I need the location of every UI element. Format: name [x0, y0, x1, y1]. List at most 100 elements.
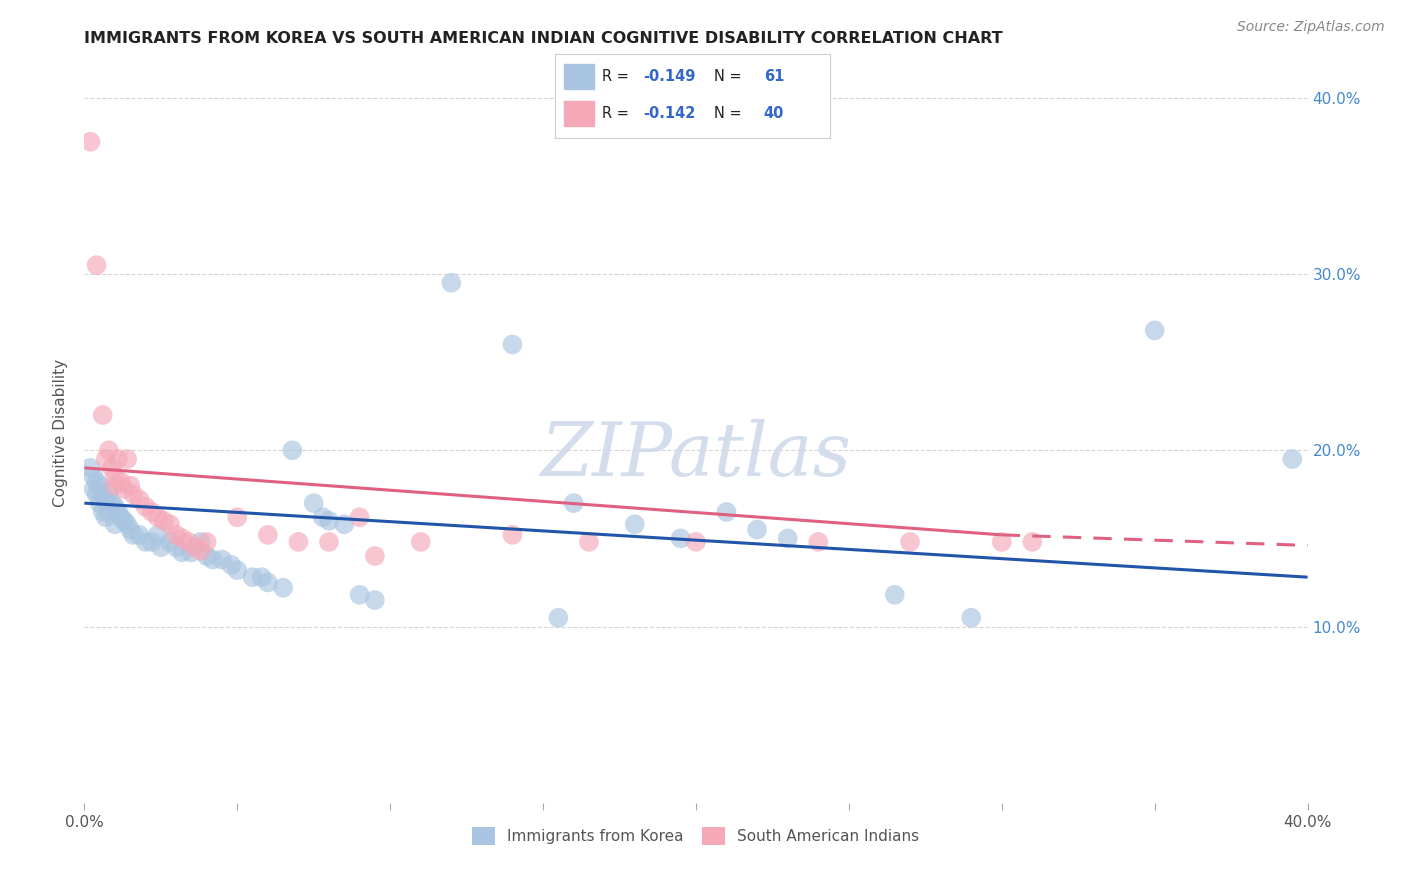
- Point: [79, 461, 101, 475]
- Point: [115, 517, 138, 532]
- Point: [226, 510, 249, 524]
- Point: [195, 549, 218, 563]
- Point: [86, 487, 108, 501]
- Point: [287, 535, 309, 549]
- Point: [91, 505, 114, 519]
- Point: [128, 492, 150, 507]
- Point: [97, 505, 120, 519]
- Point: [219, 558, 242, 572]
- Text: ZIPatlas: ZIPatlas: [540, 418, 852, 491]
- Point: [159, 535, 181, 549]
- Point: [281, 443, 304, 458]
- Point: [94, 452, 117, 467]
- Point: [349, 510, 371, 524]
- Point: [547, 610, 569, 624]
- Point: [257, 575, 280, 590]
- Point: [883, 588, 905, 602]
- Point: [624, 517, 647, 532]
- Point: [153, 514, 176, 528]
- Point: [201, 552, 224, 566]
- Point: [271, 581, 294, 595]
- Point: [685, 535, 707, 549]
- Point: [104, 478, 127, 492]
- Text: Source: ZipAtlas.com: Source: ZipAtlas.com: [1237, 20, 1385, 34]
- Point: [120, 523, 142, 537]
- Text: R =: R =: [602, 106, 634, 121]
- Point: [242, 570, 264, 584]
- Point: [135, 535, 157, 549]
- Point: [104, 500, 127, 514]
- Point: [89, 496, 111, 510]
- Point: [128, 528, 150, 542]
- Point: [91, 408, 114, 422]
- Point: [716, 505, 738, 519]
- Text: R =: R =: [602, 69, 634, 84]
- Point: [97, 443, 120, 458]
- Point: [79, 135, 101, 149]
- Text: -0.149: -0.149: [643, 69, 696, 84]
- Point: [747, 523, 769, 537]
- Point: [120, 478, 142, 492]
- Point: [364, 549, 387, 563]
- Point: [83, 482, 105, 496]
- Point: [440, 276, 463, 290]
- Point: [190, 543, 212, 558]
- Point: [110, 510, 132, 524]
- Point: [333, 517, 356, 532]
- Text: N =: N =: [714, 69, 747, 84]
- Point: [318, 514, 340, 528]
- Point: [101, 496, 124, 510]
- Point: [364, 593, 387, 607]
- Point: [94, 492, 117, 507]
- Point: [165, 528, 187, 542]
- Point: [318, 535, 340, 549]
- Point: [1281, 452, 1303, 467]
- Point: [502, 337, 524, 351]
- Point: [257, 528, 280, 542]
- Point: [141, 505, 163, 519]
- Point: [776, 532, 799, 546]
- Point: [112, 482, 135, 496]
- Point: [669, 532, 692, 546]
- Text: IMMIGRANTS FROM KOREA VS SOUTH AMERICAN INDIAN COGNITIVE DISABILITY CORRELATION : IMMIGRANTS FROM KOREA VS SOUTH AMERICAN …: [84, 31, 1002, 46]
- Point: [101, 461, 124, 475]
- Point: [104, 517, 127, 532]
- Point: [502, 528, 524, 542]
- Point: [107, 452, 129, 467]
- Point: [991, 535, 1014, 549]
- FancyBboxPatch shape: [564, 63, 593, 89]
- Point: [86, 475, 108, 489]
- Point: [146, 510, 169, 524]
- Point: [104, 469, 127, 483]
- Text: 61: 61: [763, 69, 785, 84]
- Point: [312, 510, 335, 524]
- Point: [578, 535, 600, 549]
- Point: [159, 517, 181, 532]
- Text: 40: 40: [763, 106, 785, 121]
- Point: [86, 258, 108, 272]
- Point: [83, 469, 105, 483]
- Point: [110, 475, 132, 489]
- Point: [226, 563, 249, 577]
- Point: [177, 535, 200, 549]
- Point: [195, 535, 218, 549]
- Point: [97, 485, 120, 500]
- Point: [122, 528, 145, 542]
- Point: [562, 496, 585, 510]
- Point: [89, 478, 111, 492]
- Point: [91, 487, 114, 501]
- Point: [183, 540, 205, 554]
- Point: [115, 452, 138, 467]
- Point: [146, 528, 169, 542]
- Point: [1021, 535, 1043, 549]
- Point: [122, 487, 145, 501]
- Text: -0.142: -0.142: [643, 106, 696, 121]
- Point: [1143, 323, 1166, 337]
- Point: [94, 510, 117, 524]
- Point: [349, 588, 371, 602]
- Point: [211, 552, 233, 566]
- Point: [135, 500, 157, 514]
- Point: [190, 535, 212, 549]
- Point: [172, 532, 194, 546]
- Text: N =: N =: [714, 106, 747, 121]
